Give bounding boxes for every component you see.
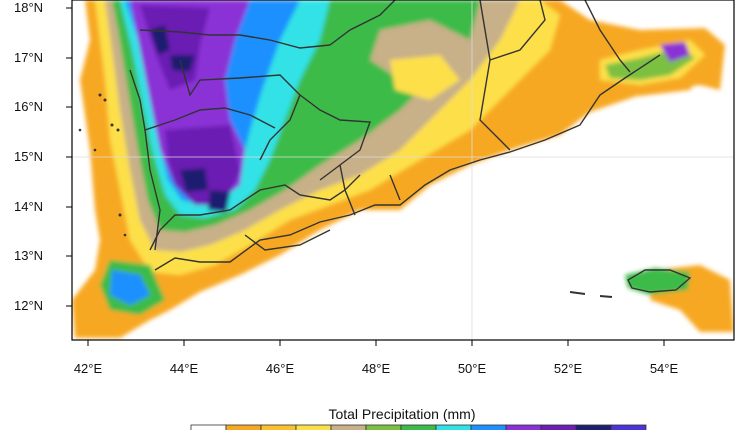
- colorbar-swatch: [295, 424, 332, 434]
- lon-label: 50°E: [458, 361, 487, 376]
- colorbar-swatch: [505, 424, 542, 434]
- map-frame: [71, 0, 735, 341]
- lat-label: 13°N: [14, 248, 43, 263]
- boundaries: [129, 0, 661, 271]
- lat-label: 18°N: [14, 0, 43, 15]
- small-islands: [569, 291, 613, 298]
- colorbar-swatch: [575, 424, 612, 434]
- colorbar-swatch: [330, 424, 367, 434]
- colorbar-swatch: [540, 424, 577, 434]
- lon-label: 46°E: [266, 361, 295, 376]
- socotra-island: [627, 269, 692, 293]
- colorbar-swatch: [190, 424, 227, 434]
- lat-label: 12°N: [14, 298, 43, 313]
- lon-label: 42°E: [74, 361, 103, 376]
- graticule: [72, 0, 734, 340]
- colorbar-swatch: [610, 424, 647, 434]
- colorbar-swatch: [260, 424, 297, 434]
- lat-label: 17°N: [14, 50, 43, 65]
- colorbar-swatch: [365, 424, 402, 434]
- colorbar-swatch: [470, 424, 507, 434]
- lat-label: 15°N: [14, 149, 43, 164]
- red-sea-islands: [78, 93, 127, 237]
- colorbar-swatch: [225, 424, 262, 434]
- latitude-axis: 18°N 17°N 16°N 15°N 14°N 13°N 12°N: [14, 0, 72, 313]
- lat-label: 14°N: [14, 199, 43, 214]
- lon-label: 54°E: [650, 361, 679, 376]
- longitude-axis: 42°E 44°E 46°E 48°E 50°E 52°E 54°E: [74, 340, 679, 376]
- colorbar-swatch: [400, 424, 437, 434]
- lat-label: 16°N: [14, 99, 43, 114]
- colorbar-title: Total Precipitation (mm): [328, 406, 475, 422]
- precipitation-field: [72, 0, 734, 340]
- colorbar-swatch: [435, 424, 472, 434]
- colorbar: [190, 424, 647, 434]
- lon-label: 52°E: [554, 361, 583, 376]
- lon-label: 44°E: [170, 361, 199, 376]
- lon-label: 48°E: [362, 361, 391, 376]
